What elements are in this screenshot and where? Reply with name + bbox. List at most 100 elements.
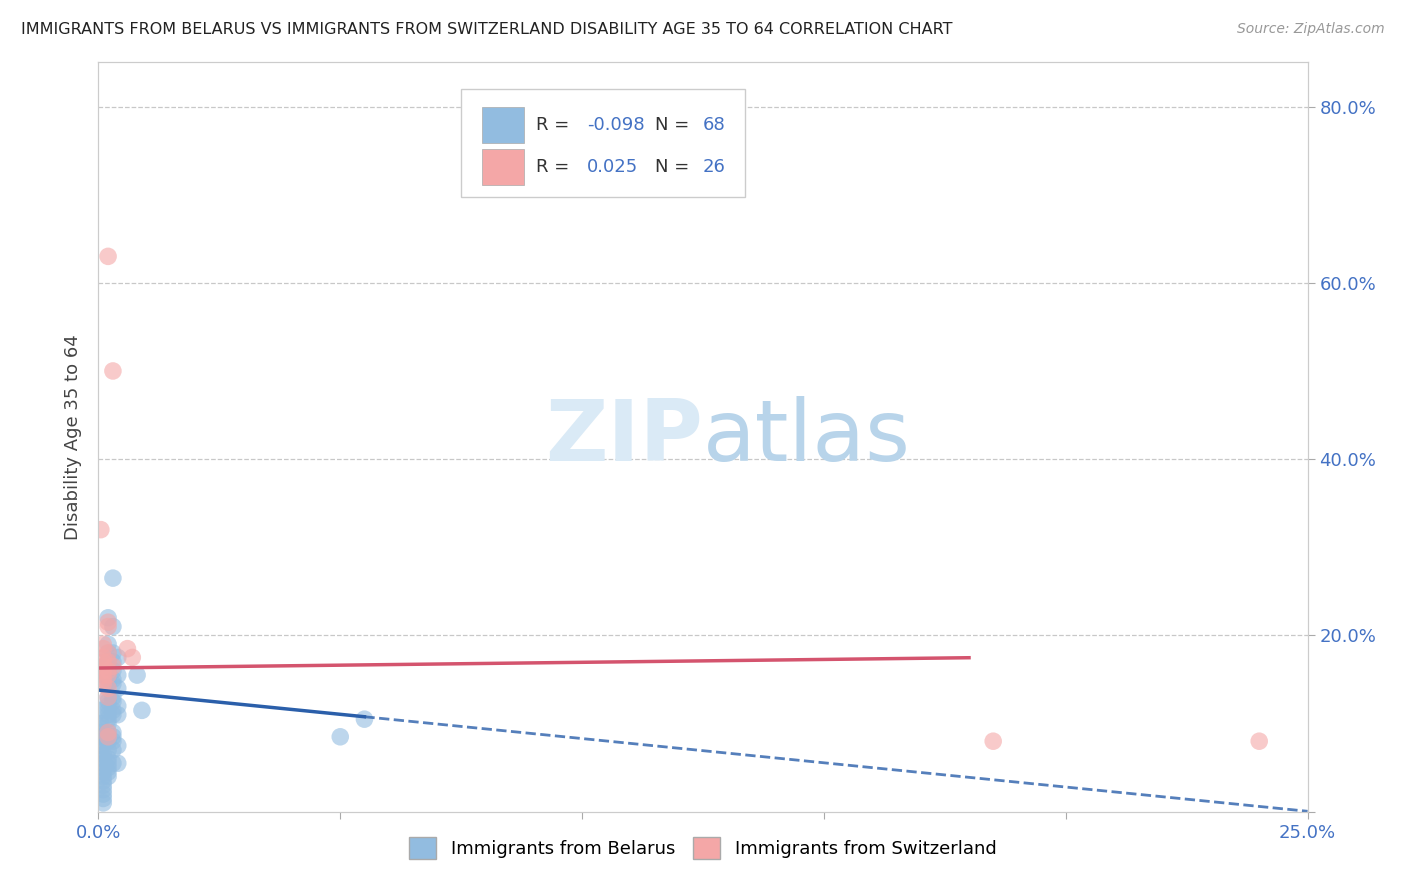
Point bbox=[107, 681, 129, 696]
Point bbox=[97, 611, 120, 625]
Point bbox=[131, 703, 153, 717]
Point bbox=[90, 739, 112, 753]
Point bbox=[107, 650, 129, 665]
Text: N =: N = bbox=[655, 116, 695, 134]
Y-axis label: Disability Age 35 to 64: Disability Age 35 to 64 bbox=[65, 334, 83, 540]
Point bbox=[91, 769, 114, 783]
Point bbox=[101, 677, 124, 691]
Point bbox=[91, 668, 114, 682]
Point bbox=[101, 571, 124, 585]
Point bbox=[97, 646, 120, 660]
Point bbox=[97, 619, 120, 633]
FancyBboxPatch shape bbox=[461, 88, 745, 197]
Point bbox=[91, 752, 114, 766]
Point bbox=[97, 716, 120, 731]
Point bbox=[117, 641, 139, 656]
Point bbox=[97, 615, 120, 630]
Point bbox=[101, 690, 124, 705]
Point bbox=[353, 712, 375, 726]
Legend: Immigrants from Belarus, Immigrants from Switzerland: Immigrants from Belarus, Immigrants from… bbox=[402, 830, 1004, 866]
Point bbox=[97, 725, 120, 739]
Point bbox=[91, 673, 114, 687]
Point bbox=[97, 668, 120, 682]
Point bbox=[91, 761, 114, 775]
Text: R =: R = bbox=[536, 159, 575, 177]
Point bbox=[90, 703, 112, 717]
Text: 0.025: 0.025 bbox=[586, 159, 638, 177]
Point bbox=[97, 677, 120, 691]
Point bbox=[91, 796, 114, 810]
Point bbox=[107, 756, 129, 771]
Point bbox=[90, 743, 112, 757]
Point bbox=[101, 364, 124, 378]
Point bbox=[97, 769, 120, 783]
Point bbox=[97, 668, 120, 682]
Point bbox=[90, 730, 112, 744]
Point bbox=[97, 673, 120, 687]
Point bbox=[101, 756, 124, 771]
Point bbox=[91, 659, 114, 673]
Point bbox=[97, 707, 120, 722]
Point bbox=[91, 747, 114, 762]
Point bbox=[91, 677, 114, 691]
Point bbox=[329, 730, 352, 744]
Text: ZIP: ZIP bbox=[546, 395, 703, 479]
Point bbox=[101, 694, 124, 708]
Point bbox=[97, 694, 120, 708]
Point bbox=[107, 668, 129, 682]
Point bbox=[97, 743, 120, 757]
Point bbox=[91, 773, 114, 788]
Point bbox=[101, 646, 124, 660]
Point bbox=[101, 664, 124, 678]
Point bbox=[107, 698, 129, 713]
Point bbox=[101, 707, 124, 722]
Point bbox=[97, 703, 120, 717]
Point bbox=[91, 765, 114, 780]
Point bbox=[101, 734, 124, 748]
Point bbox=[91, 778, 114, 792]
Point bbox=[101, 619, 124, 633]
Point bbox=[97, 637, 120, 651]
Text: 26: 26 bbox=[703, 159, 725, 177]
Point bbox=[91, 756, 114, 771]
Point bbox=[90, 523, 112, 537]
Point bbox=[97, 730, 120, 744]
Point bbox=[101, 743, 124, 757]
Point bbox=[127, 668, 149, 682]
Point bbox=[101, 725, 124, 739]
Point bbox=[97, 646, 120, 660]
Point bbox=[97, 765, 120, 780]
Point bbox=[101, 659, 124, 673]
Point bbox=[97, 734, 120, 748]
Point bbox=[97, 249, 120, 263]
Point bbox=[97, 698, 120, 713]
Point bbox=[97, 730, 120, 744]
Point bbox=[101, 673, 124, 687]
Point bbox=[101, 655, 124, 669]
FancyBboxPatch shape bbox=[482, 107, 524, 143]
Point bbox=[97, 761, 120, 775]
Point bbox=[97, 664, 120, 678]
Point bbox=[1249, 734, 1271, 748]
Point bbox=[97, 752, 120, 766]
Point bbox=[97, 690, 120, 705]
Point bbox=[91, 787, 114, 801]
Point bbox=[91, 664, 114, 678]
Text: Source: ZipAtlas.com: Source: ZipAtlas.com bbox=[1237, 22, 1385, 37]
Text: IMMIGRANTS FROM BELARUS VS IMMIGRANTS FROM SWITZERLAND DISABILITY AGE 35 TO 64 C: IMMIGRANTS FROM BELARUS VS IMMIGRANTS FR… bbox=[21, 22, 953, 37]
Text: 68: 68 bbox=[703, 116, 725, 134]
Point bbox=[107, 739, 129, 753]
Point bbox=[97, 756, 120, 771]
Text: N =: N = bbox=[655, 159, 695, 177]
Point bbox=[107, 707, 129, 722]
Point bbox=[90, 725, 112, 739]
Point bbox=[101, 703, 124, 717]
Point bbox=[91, 791, 114, 805]
Text: -0.098: -0.098 bbox=[586, 116, 644, 134]
Point bbox=[121, 650, 143, 665]
Point bbox=[90, 721, 112, 735]
Text: atlas: atlas bbox=[703, 395, 911, 479]
Point bbox=[91, 637, 114, 651]
Point bbox=[97, 681, 120, 696]
Point bbox=[91, 655, 114, 669]
